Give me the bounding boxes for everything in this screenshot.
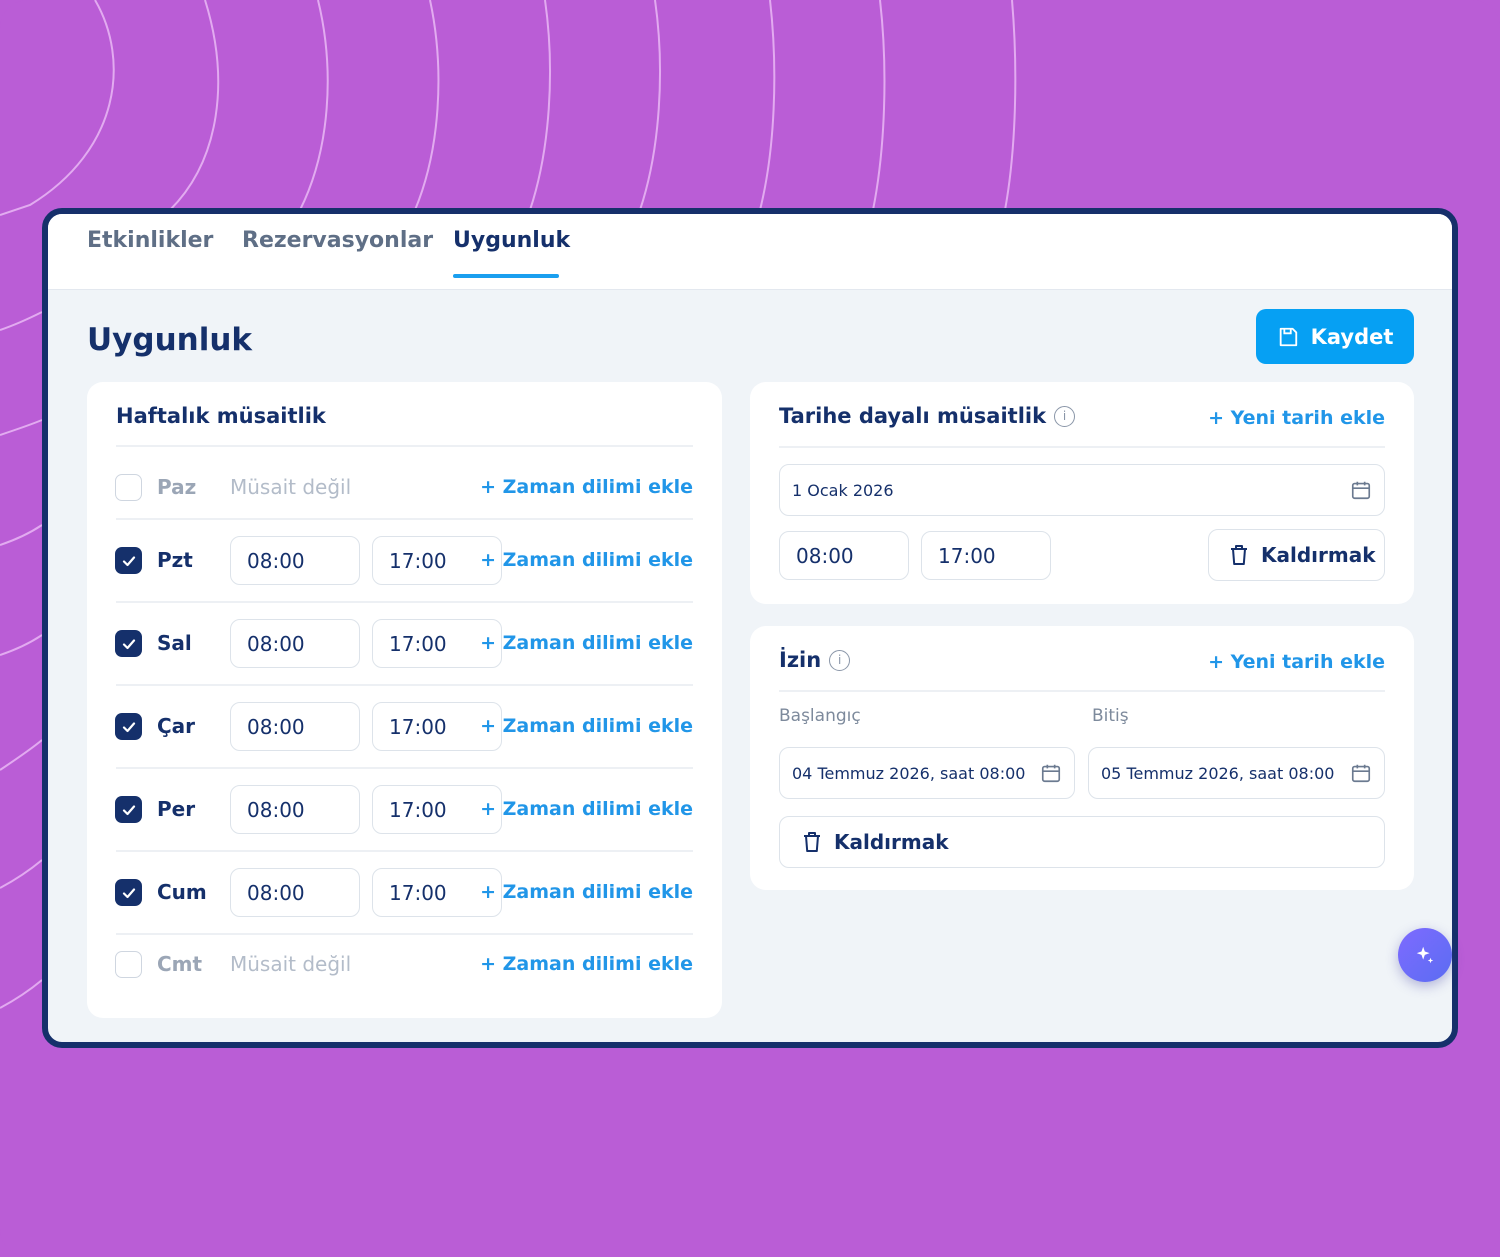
- day-label: Cum: [157, 880, 207, 904]
- info-icon[interactable]: i: [1054, 405, 1076, 427]
- check-icon: [122, 804, 135, 815]
- day-label: Çar: [157, 714, 196, 738]
- date-remove-label: Kaldırmak: [1261, 543, 1376, 567]
- leave-remove-button[interactable]: Kaldırmak: [779, 816, 1385, 868]
- weekly-row-0: Paz Müsait değil + Zaman dilimi ekle: [87, 462, 722, 522]
- day-checkbox[interactable]: [115, 951, 142, 978]
- day-label: Sal: [157, 631, 192, 655]
- add-time-slot-link[interactable]: + Zaman dilimi ekle: [480, 881, 693, 903]
- add-time-slot-link[interactable]: + Zaman dilimi ekle: [480, 715, 693, 737]
- weekly-row-4: Per 08:00 17:00 + Zaman dilimi ekle: [87, 784, 722, 844]
- add-time-slot-link[interactable]: + Zaman dilimi ekle: [480, 953, 693, 975]
- leave-end-value: 05 Temmuz 2026, saat 08:00: [1101, 763, 1335, 783]
- leave-card: İzin i + Yeni tarih ekle Başlangıç Bitiş…: [750, 626, 1414, 890]
- date-field[interactable]: 1 Ocak 2026: [779, 464, 1385, 516]
- start-time-input[interactable]: 08:00: [230, 619, 360, 668]
- date-based-divider: [779, 446, 1385, 448]
- calendar-icon[interactable]: [1350, 762, 1372, 784]
- ai-assistant-button[interactable]: [1398, 928, 1452, 982]
- day-checkbox[interactable]: [115, 630, 142, 657]
- add-new-date-link[interactable]: + Yeni tarih ekle: [1208, 407, 1385, 429]
- app-window: Etkinlikler Rezervasyonlar Uygunluk Uygu…: [42, 208, 1458, 1048]
- weekly-row-3: Çar 08:00 17:00 + Zaman dilimi ekle: [87, 701, 722, 761]
- trash-icon: [1231, 545, 1247, 565]
- add-time-slot-link[interactable]: + Zaman dilimi ekle: [480, 798, 693, 820]
- page-title: Uygunluk: [87, 322, 253, 358]
- calendar-icon[interactable]: [1350, 479, 1372, 501]
- add-time-slot-link[interactable]: + Zaman dilimi ekle: [480, 476, 693, 498]
- weekly-row-1: Pzt 08:00 17:00 + Zaman dilimi ekle: [87, 535, 722, 595]
- start-time-input[interactable]: 08:00: [230, 785, 360, 834]
- save-icon: [1279, 327, 1297, 346]
- row-divider: [116, 767, 693, 769]
- leave-divider: [779, 690, 1385, 692]
- end-time-input[interactable]: 17:00: [372, 702, 502, 751]
- weekly-title: Haftalık müsaitlik: [116, 404, 326, 428]
- day-checkbox[interactable]: [115, 796, 142, 823]
- date-remove-button[interactable]: Kaldırmak: [1208, 529, 1385, 581]
- tab-uygunluk[interactable]: Uygunluk: [453, 228, 571, 253]
- date-end-time-input[interactable]: 17:00: [921, 531, 1051, 580]
- leave-start-value: 04 Temmuz 2026, saat 08:00: [792, 763, 1026, 783]
- row-divider: [116, 601, 693, 603]
- date-based-title-row: Tarihe dayalı müsaitlik i: [779, 404, 1076, 428]
- row-divider: [116, 850, 693, 852]
- start-time-input[interactable]: 08:00: [230, 536, 360, 585]
- weekly-row-5: Cum 08:00 17:00 + Zaman dilimi ekle: [87, 867, 722, 927]
- check-icon: [122, 721, 135, 732]
- day-checkbox[interactable]: [115, 547, 142, 574]
- start-time-input[interactable]: 08:00: [230, 702, 360, 751]
- active-tab-indicator: [453, 274, 559, 278]
- unavailable-label: Müsait değil: [230, 475, 352, 499]
- day-label: Pzt: [157, 548, 193, 572]
- leave-title-row: İzin i: [779, 648, 851, 672]
- tab-bar: Etkinlikler Rezervasyonlar Uygunluk: [48, 214, 1452, 290]
- leave-start-label: Başlangıç: [779, 706, 861, 726]
- weekly-divider: [116, 445, 693, 447]
- tab-rezervasyonlar[interactable]: Rezervasyonlar: [242, 228, 434, 253]
- day-checkbox[interactable]: [115, 879, 142, 906]
- check-icon: [122, 555, 135, 566]
- date-value: 1 Ocak 2026: [792, 480, 894, 500]
- day-label: Paz: [157, 475, 197, 499]
- leave-title: İzin: [779, 648, 822, 672]
- day-checkbox[interactable]: [115, 713, 142, 740]
- leave-remove-label: Kaldırmak: [834, 830, 949, 854]
- date-based-title: Tarihe dayalı müsaitlik: [779, 404, 1047, 428]
- leave-end-field[interactable]: 05 Temmuz 2026, saat 08:00: [1088, 747, 1385, 799]
- unavailable-label: Müsait değil: [230, 952, 352, 976]
- save-button[interactable]: Kaydet: [1256, 309, 1414, 364]
- end-time-input[interactable]: 17:00: [372, 619, 502, 668]
- day-label: Cmt: [157, 952, 203, 976]
- weekly-row-2: Sal 08:00 17:00 + Zaman dilimi ekle: [87, 618, 722, 678]
- date-based-card: Tarihe dayalı müsaitlik i + Yeni tarih e…: [750, 382, 1414, 604]
- weekly-availability-card: Haftalık müsaitlik Paz Müsait değil + Zama…: [87, 382, 722, 1018]
- start-time-input[interactable]: 08:00: [230, 868, 360, 917]
- day-label: Per: [157, 797, 196, 821]
- leave-add-new-date-link[interactable]: + Yeni tarih ekle: [1208, 651, 1385, 673]
- row-divider: [116, 684, 693, 686]
- end-time-input[interactable]: 17:00: [372, 785, 502, 834]
- leave-start-field[interactable]: 04 Temmuz 2026, saat 08:00: [779, 747, 1075, 799]
- check-icon: [122, 638, 135, 649]
- info-icon[interactable]: i: [829, 649, 851, 671]
- tab-etkinlikler[interactable]: Etkinlikler: [87, 228, 214, 253]
- end-time-input[interactable]: 17:00: [372, 868, 502, 917]
- add-time-slot-link[interactable]: + Zaman dilimi ekle: [480, 549, 693, 571]
- weekly-row-6: Cmt Müsait değil + Zaman dilimi ekle: [87, 939, 722, 999]
- leave-end-label: Bitiş: [1092, 706, 1129, 726]
- sparkle-icon: [1416, 946, 1434, 964]
- end-time-input[interactable]: 17:00: [372, 536, 502, 585]
- save-button-label: Kaydet: [1310, 324, 1394, 349]
- trash-icon: [804, 832, 820, 852]
- calendar-icon[interactable]: [1040, 762, 1062, 784]
- check-icon: [122, 887, 135, 898]
- row-divider: [116, 518, 693, 520]
- row-divider: [116, 933, 693, 935]
- add-time-slot-link[interactable]: + Zaman dilimi ekle: [480, 632, 693, 654]
- day-checkbox[interactable]: [115, 474, 142, 501]
- date-start-time-input[interactable]: 08:00: [779, 531, 909, 580]
